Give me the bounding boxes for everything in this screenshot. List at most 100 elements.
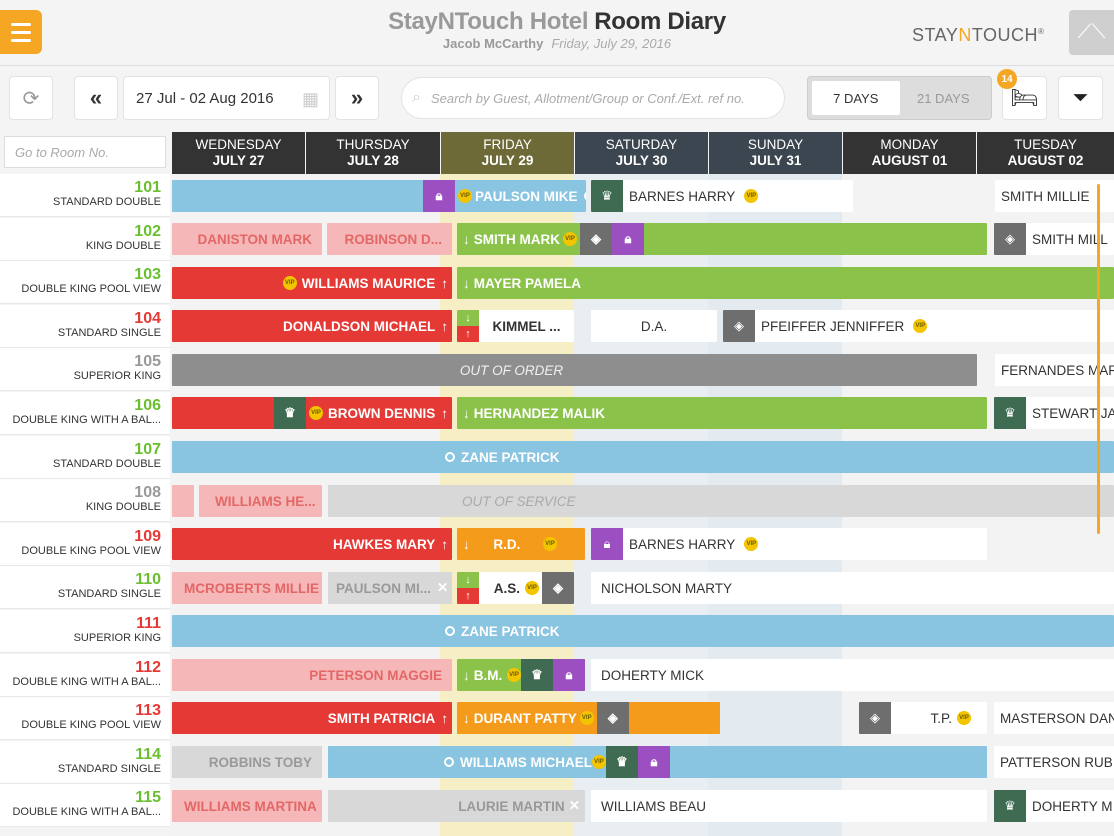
reservation-bar[interactable]: 🔒︎ BARNES HARRY VIP: [591, 528, 987, 560]
room-row-111[interactable]: 111 SUPERIOR KING: [0, 610, 170, 653]
room-number: 107: [134, 441, 161, 458]
room-row-113[interactable]: 113 DOUBLE KING POOL VIEW: [0, 697, 170, 740]
reservation-bar[interactable]: ROBINSON D...: [327, 223, 452, 255]
reservation-bar[interactable]: ↓ SMITH MARK VIP ◈ 🔒︎: [457, 223, 987, 255]
room-key-icon: ♛: [274, 397, 306, 429]
close-icon: ✕: [437, 580, 449, 595]
room-row-114[interactable]: 114 STANDARD SINGLE: [0, 741, 170, 784]
vip-icon: VIP: [282, 276, 297, 290]
room-key-icon: ◈: [542, 572, 574, 604]
menu-button[interactable]: [0, 10, 42, 54]
close-icon: ✕: [568, 798, 580, 813]
reservation-bar[interactable]: ROBBINS TOBY: [172, 746, 322, 778]
room-row-115[interactable]: 115 DOUBLE KING WITH A BAL...: [0, 784, 170, 827]
guest-name: WILLIAMS MARTINA: [184, 798, 317, 814]
filter-button[interactable]: ⏷: [1058, 76, 1103, 120]
reservation-bar[interactable]: ↓ DURANT PATTY VIP ◈: [457, 702, 720, 734]
room-type: STANDARD SINGLE: [57, 588, 161, 600]
room-row-102[interactable]: 102 KING DOUBLE: [0, 218, 170, 261]
reservation-bar[interactable]: ↓ ↑ A.S. VIP ◈: [457, 572, 574, 604]
room-row-105[interactable]: 105 SUPERIOR KING: [0, 348, 170, 391]
double-chevron-right-icon: »: [350, 85, 364, 110]
vip-icon: VIP: [309, 406, 323, 420]
reservation-bar[interactable]: WILLIAMS MARTINA: [172, 790, 322, 822]
room-row-101[interactable]: 101 STANDARD DOUBLE: [0, 174, 170, 217]
reservation-bar[interactable]: WILLIAMS MICHAEL VIP ♛ 🔒︎: [328, 746, 987, 778]
room-key-icon: ♛: [994, 397, 1026, 429]
calendar-grid-icon: ▦: [301, 89, 319, 109]
user-name: Jacob McCarthy: [442, 36, 544, 51]
vip-icon: VIP: [744, 537, 759, 551]
reservation-bar[interactable]: ZANE PATRICK: [172, 615, 1114, 647]
reservation-bar[interactable]: DANISTON MARK: [172, 223, 322, 255]
arrow-up-icon: ↑: [441, 710, 448, 726]
view-21-days-button[interactable]: 21 DAYS: [916, 90, 970, 106]
reservation-bar[interactable]: ↓ ↑ KIMMEL ...: [457, 310, 574, 342]
reservation-bar[interactable]: SMITH MILLIE: [995, 180, 1114, 212]
out-of-order-bar[interactable]: OUT OF ORDER: [172, 354, 977, 386]
reservation-bar[interactable]: ↓ R.D. VIP: [457, 528, 585, 560]
reservation-bar[interactable]: DONALDSON MICHAEL ↑: [172, 310, 452, 342]
out-of-service-bar[interactable]: OUT OF SERVICE: [328, 485, 1114, 517]
room-row-106[interactable]: 106 DOUBLE KING WITH A BAL...: [0, 392, 170, 435]
room-number: 102: [134, 223, 161, 240]
reservation-bar[interactable]: WILLIAMS HE...: [199, 485, 322, 517]
guest-name: MCROBERTS MILLIE: [184, 580, 319, 596]
room-row-104[interactable]: 104 STANDARD SINGLE: [0, 305, 170, 348]
reservation-bar[interactable]: FERNANDES MAR: [995, 354, 1114, 386]
room-row-109[interactable]: 109 DOUBLE KING POOL VIEW: [0, 523, 170, 566]
reservation-bar[interactable]: NICHOLSON MARTY: [591, 572, 1114, 604]
vertical-scrollbar[interactable]: [1097, 184, 1100, 534]
reservation-bar[interactable]: VIP WILLIAMS MAURICE ↑: [172, 267, 452, 299]
search-input[interactable]: ⌕ Search by Guest, Allotment/Group or Con…: [401, 77, 785, 119]
unassigned-reservations-button[interactable]: 14 🛏: [997, 69, 1047, 120]
arrow-down-icon: ↓: [463, 536, 470, 552]
reservation-bar[interactable]: ↓ MAYER PAMELA: [457, 267, 1114, 299]
room-type: STANDARD DOUBLE: [53, 196, 161, 208]
reservation-bar[interactable]: ◈ SMITH MILL: [994, 223, 1114, 255]
status-label: OUT OF ORDER: [459, 362, 564, 378]
reservation-bar[interactable]: HAWKES MARY ↑: [172, 528, 452, 560]
room-row-108[interactable]: 108 KING DOUBLE: [0, 479, 170, 522]
reservation-bar[interactable]: ZANE PATRICK: [172, 441, 1114, 473]
status-label: OUT OF SERVICE: [462, 493, 576, 509]
reservation-bar[interactable]: MASTERSON DAN: [994, 702, 1114, 734]
reservation-bar[interactable]: WILLIAMS BEAU: [591, 790, 987, 822]
view-7-days-button[interactable]: 7 DAYS: [812, 81, 900, 115]
reservation-bar[interactable]: ↓ HERNANDEZ MALIK: [457, 397, 987, 429]
menu-icon: [11, 22, 31, 26]
room-row-107[interactable]: 107 STANDARD DOUBLE: [0, 436, 170, 479]
filter-icon: ⏷: [1072, 86, 1089, 109]
reservation-bar[interactable]: ◈ PFEIFFER JENNIFFER VIP: [723, 310, 1114, 342]
stats-button[interactable]: ⟋⟍: [1069, 10, 1114, 55]
room-key-icon: ◈: [994, 223, 1026, 255]
guest-name: ZANE PATRICK: [461, 623, 560, 639]
reservation-bar[interactable]: ♛ STEWART JA: [994, 397, 1114, 429]
reservation-bar[interactable]: LAURIE MARTIN ✕: [328, 790, 585, 822]
next-week-button[interactable]: »: [335, 76, 379, 120]
prev-week-button[interactable]: «: [74, 76, 118, 120]
room-row-110[interactable]: 110 STANDARD SINGLE: [0, 566, 170, 609]
reservation-bar[interactable]: ↓ B.M. VIP ♛ 🔒︎: [457, 659, 585, 691]
reservation-bar[interactable]: ♛ DOHERTY M: [994, 790, 1114, 822]
reservation-bar[interactable]: ◈ T.P. VIP: [859, 702, 987, 734]
reservation-bar[interactable]: 🔒︎ VIP PAULSON MIKE: [172, 180, 586, 212]
reservation-bar[interactable]: MCROBERTS MILLIE: [172, 572, 322, 604]
reservation-bar[interactable]: ♛ VIP BROWN DENNIS ↑: [172, 397, 452, 429]
room-row-112[interactable]: 112 DOUBLE KING WITH A BAL...: [0, 654, 170, 697]
reservation-bar[interactable]: D.A.: [591, 310, 717, 342]
reservation-bar[interactable]: SMITH PATRICIA ↑: [172, 702, 452, 734]
guest-name: SMITH MARK: [473, 231, 560, 247]
arrow-up-icon: ↑: [441, 536, 448, 552]
date-range-picker[interactable]: 27 Jul - 02 Aug 2016 ▦: [123, 76, 330, 120]
reservation-bar[interactable]: ♛ BARNES HARRY VIP: [591, 180, 853, 212]
refresh-button[interactable]: ⟳: [9, 76, 53, 120]
reservation-bar[interactable]: PETERSON MAGGIE: [172, 659, 452, 691]
goto-room-input[interactable]: Go to Room No.: [4, 136, 166, 168]
reservation-bar[interactable]: PAULSON MI... ✕: [328, 572, 452, 604]
reservation-bar[interactable]: [172, 485, 194, 517]
reservation-bar[interactable]: PATTERSON RUB: [994, 746, 1114, 778]
reservation-bar[interactable]: DOHERTY MICK: [591, 659, 1114, 691]
room-row-103[interactable]: 103 DOUBLE KING POOL VIEW: [0, 261, 170, 304]
guest-name: D.A.: [640, 318, 668, 334]
